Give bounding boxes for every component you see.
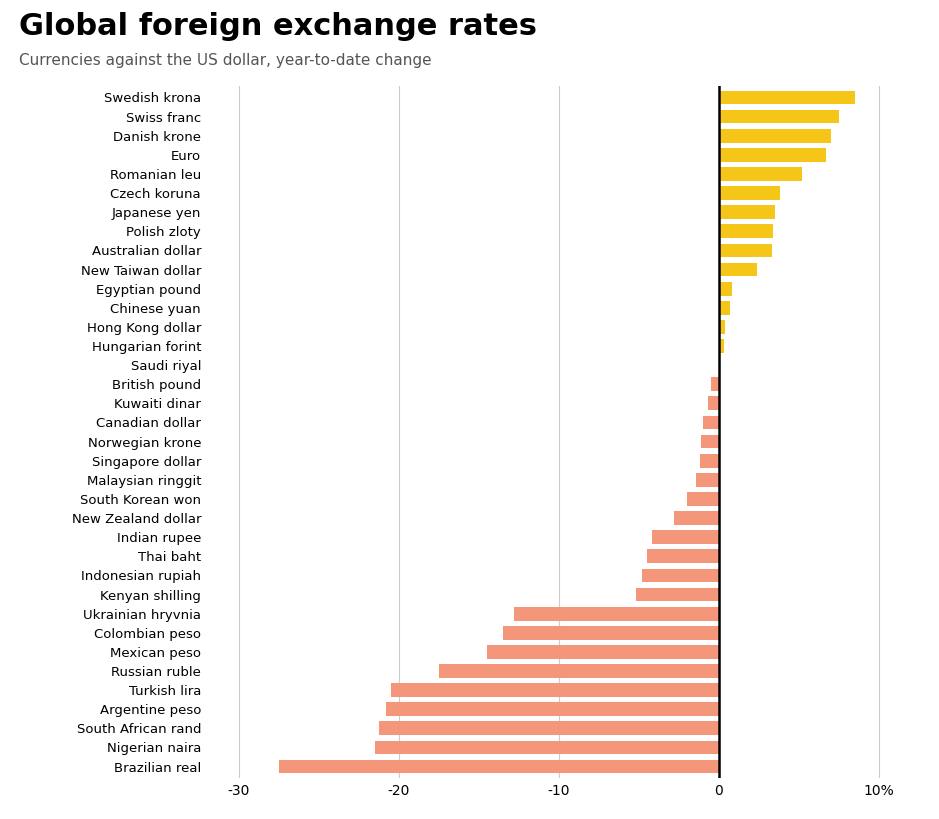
Bar bbox=[718, 243, 772, 257]
Bar bbox=[718, 206, 775, 219]
Bar bbox=[718, 129, 831, 143]
Bar bbox=[702, 415, 718, 429]
Bar bbox=[718, 282, 731, 296]
Bar bbox=[718, 186, 779, 200]
Bar bbox=[701, 435, 718, 449]
Bar bbox=[391, 683, 718, 697]
Bar bbox=[502, 626, 718, 640]
Bar bbox=[718, 301, 730, 314]
Bar bbox=[718, 320, 725, 334]
Bar bbox=[700, 454, 718, 468]
Bar bbox=[636, 588, 718, 601]
Bar bbox=[718, 110, 839, 124]
Bar bbox=[375, 740, 718, 754]
Bar bbox=[379, 722, 718, 735]
Text: Currencies against the US dollar, year-to-date change: Currencies against the US dollar, year-t… bbox=[19, 53, 431, 68]
Bar bbox=[652, 530, 718, 544]
Text: Global foreign exchange rates: Global foreign exchange rates bbox=[19, 12, 537, 41]
Bar bbox=[279, 760, 718, 773]
Bar bbox=[708, 396, 718, 410]
Bar bbox=[686, 492, 718, 506]
Bar bbox=[642, 568, 718, 582]
Bar bbox=[718, 224, 773, 238]
Bar bbox=[718, 167, 802, 181]
Bar bbox=[674, 511, 718, 525]
Bar bbox=[718, 148, 826, 161]
Bar bbox=[697, 473, 718, 486]
Bar bbox=[711, 378, 718, 391]
Bar bbox=[514, 607, 718, 621]
Bar bbox=[439, 664, 718, 678]
Bar bbox=[718, 91, 854, 104]
Bar bbox=[718, 263, 757, 276]
Bar bbox=[647, 550, 718, 563]
Bar bbox=[386, 703, 718, 716]
Bar bbox=[486, 645, 718, 658]
Bar bbox=[718, 339, 724, 353]
